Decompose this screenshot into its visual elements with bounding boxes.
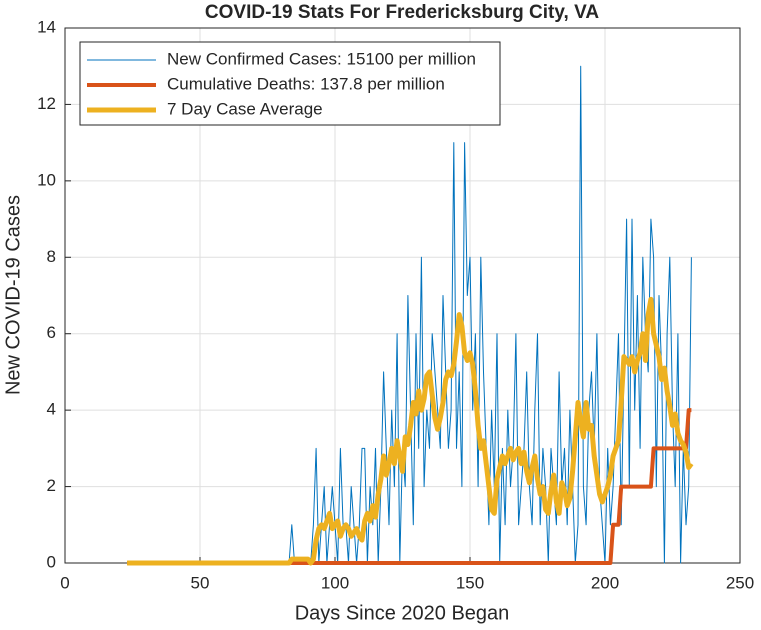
y-tick-label: 10 <box>37 170 56 189</box>
x-axis-label: Days Since 2020 Began <box>295 602 510 624</box>
y-tick-label: 14 <box>37 17 56 36</box>
y-axis-label: New COVID-19 Cases <box>2 195 24 395</box>
y-tick-label: 12 <box>37 94 56 113</box>
x-tick-label: 250 <box>726 573 754 592</box>
x-tick-label: 0 <box>60 573 69 592</box>
series-line <box>127 296 694 566</box>
x-tick-label: 50 <box>191 573 210 592</box>
legend-label: 7 Day Case Average <box>167 99 323 118</box>
x-tick-label: 100 <box>321 573 349 592</box>
legend-label: Cumulative Deaths: 137.8 per million <box>167 74 445 93</box>
legend-label: New Confirmed Cases: 15100 per million <box>167 49 476 68</box>
y-tick-label: 4 <box>47 400 56 419</box>
x-tick-label: 150 <box>456 573 484 592</box>
y-tick-label: 6 <box>47 323 56 342</box>
y-tick-label: 2 <box>47 476 56 495</box>
x-tick-label: 200 <box>591 573 619 592</box>
y-tick-label: 8 <box>47 247 56 266</box>
y-tick-label: 0 <box>47 552 56 571</box>
chart-title: COVID-19 Stats For Fredericksburg City, … <box>205 2 599 23</box>
